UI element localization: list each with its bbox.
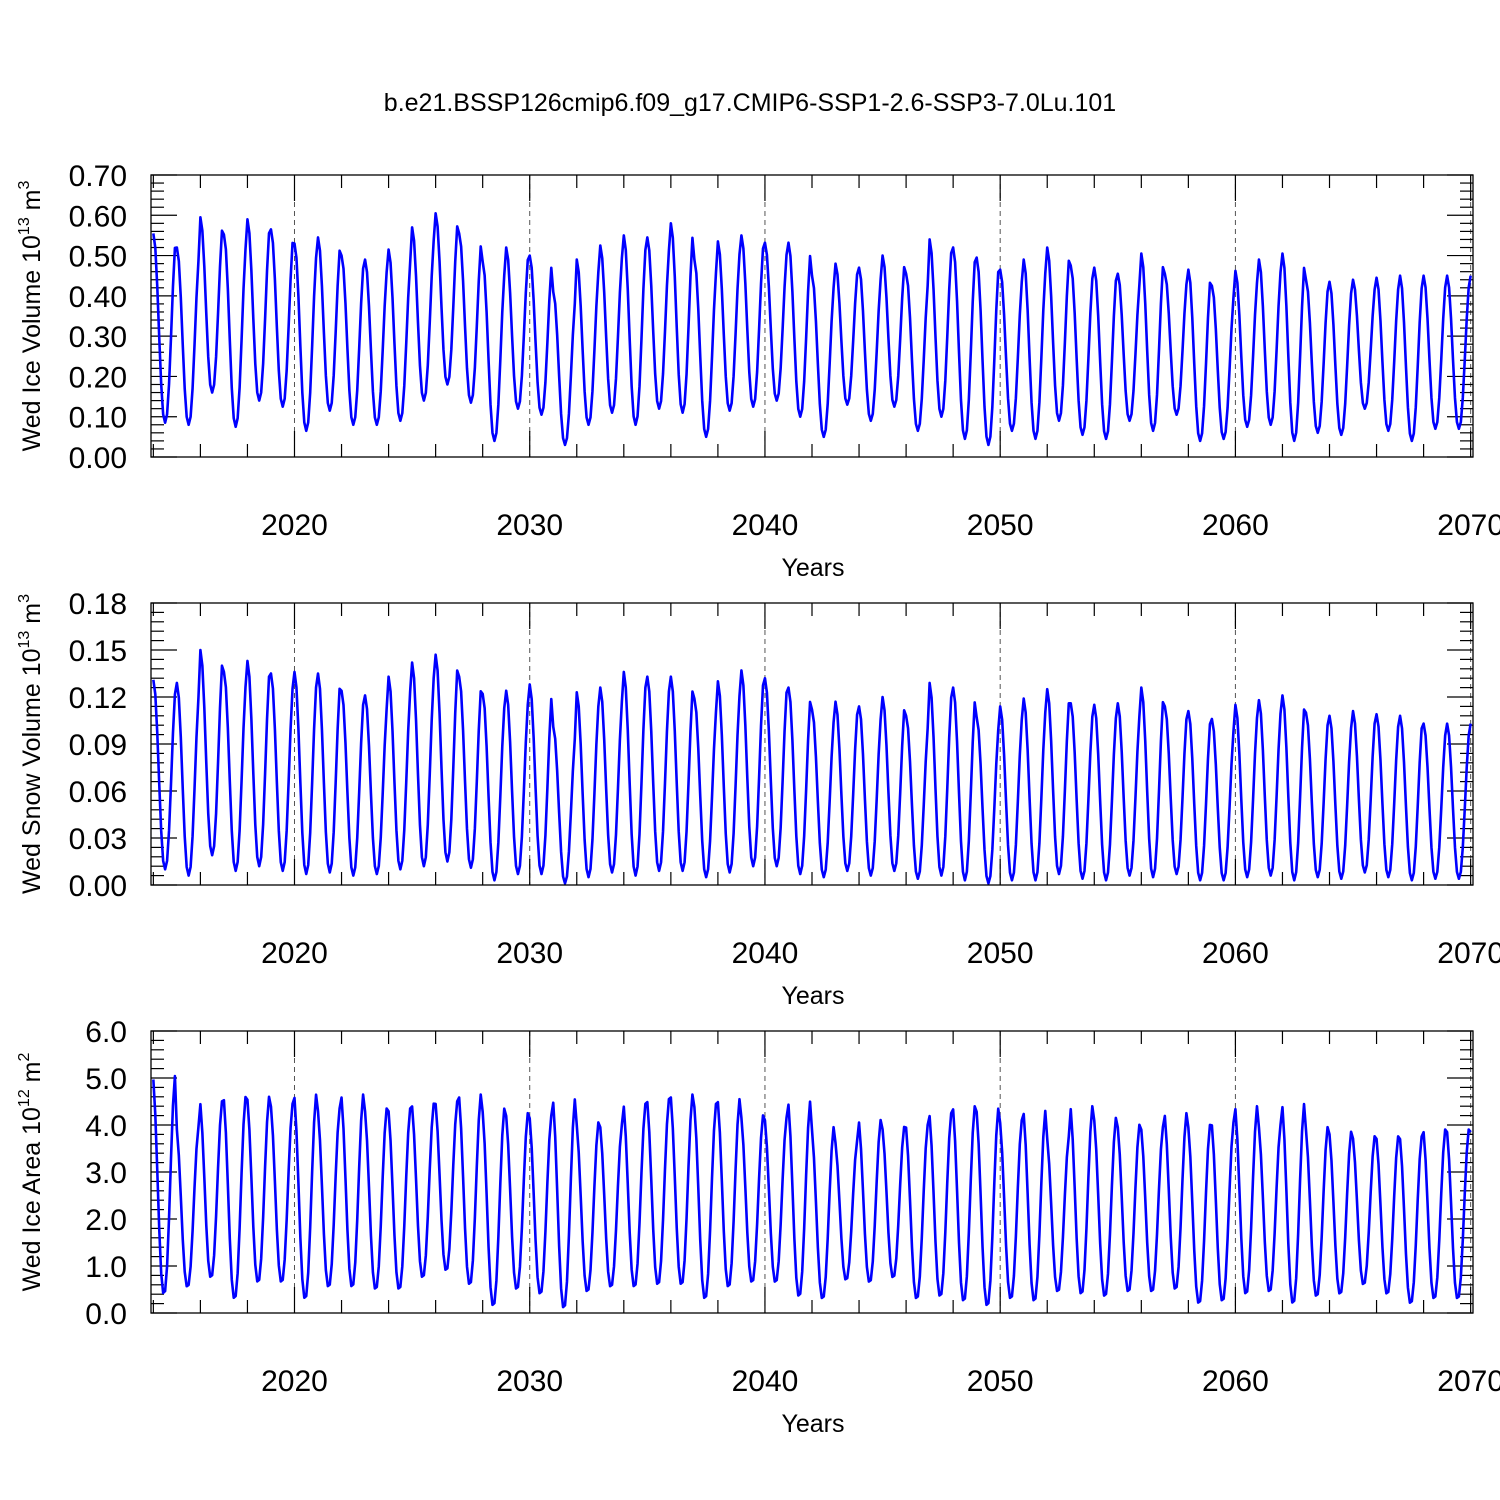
- x-axis-label: Years: [781, 982, 844, 1010]
- y-tick-label-0.06: 0.06: [69, 776, 127, 809]
- y-tick-label-3.0: 3.0: [85, 1157, 127, 1190]
- y-tick-label-5.0: 5.0: [85, 1063, 127, 1096]
- y-tick-label-0.50: 0.50: [69, 241, 127, 274]
- x-tick-label-2070: 2070: [1437, 1365, 1500, 1398]
- x-tick-label-2040: 2040: [732, 509, 799, 542]
- x-tick-label-2060: 2060: [1202, 509, 1269, 542]
- x-tick-label-2050: 2050: [967, 1365, 1034, 1398]
- x-tick-label-2070: 2070: [1437, 937, 1500, 970]
- x-tick-label-2020: 2020: [261, 937, 328, 970]
- y-tick-label-1.0: 1.0: [85, 1251, 127, 1284]
- panel-wed-snow-volume: 0.00 0.03 0.06 0.09 0.12 0.15 0.18 2020 2030 2040…: [16, 588, 1500, 1010]
- y-tick-label-0.40: 0.40: [69, 281, 127, 314]
- y-axis-label: Wed Ice Area 1012 m2: [16, 1052, 46, 1291]
- y-tick-label-0.09: 0.09: [69, 729, 127, 762]
- x-tick-label-2040: 2040: [732, 1365, 799, 1398]
- y-tick-label-0.0: 0.0: [85, 1298, 127, 1331]
- x-tick-label-2060: 2060: [1202, 1365, 1269, 1398]
- y-tick-label-0.12: 0.12: [69, 682, 127, 715]
- x-axis-label: Years: [781, 1410, 844, 1438]
- y-axis-label: Wed Ice Volume 1013 m3: [16, 180, 46, 451]
- y-tick-label-0.18: 0.18: [69, 588, 127, 621]
- series-line-wed-ice-area: [152, 1074, 1472, 1309]
- panel-wed-ice-volume: 0.00 0.10 0.20 0.30 0.40 0.50 0.60 0.70 2020 2030…: [16, 160, 1500, 582]
- y-tick-label-6.0: 6.0: [85, 1016, 127, 1049]
- x-tick-label-2030: 2030: [496, 1365, 563, 1398]
- x-tick-label-2020: 2020: [261, 509, 328, 542]
- y-tick-label-0.15: 0.15: [69, 635, 127, 668]
- plot-frame: [150, 174, 1474, 458]
- plot-frame: [150, 1030, 1474, 1314]
- x-axis-label: Years: [781, 554, 844, 582]
- x-tick-label-2030: 2030: [496, 509, 563, 542]
- y-tick-label-0.10: 0.10: [69, 402, 127, 435]
- x-tick-label-2030: 2030: [496, 937, 563, 970]
- y-axis-label: Wed Snow Volume 1013 m3: [16, 594, 46, 894]
- y-tick-label-0.00: 0.00: [69, 870, 127, 903]
- y-tick-label-0.03: 0.03: [69, 823, 127, 856]
- y-tick-label-4.0: 4.0: [85, 1110, 127, 1143]
- y-tick-label-2.0: 2.0: [85, 1204, 127, 1237]
- plot-frame: [150, 602, 1474, 886]
- x-tick-label-2060: 2060: [1202, 937, 1269, 970]
- figure-title: b.e21.BSSP126cmip6.f09_g17.CMIP6-SSP1-2.…: [384, 89, 1116, 117]
- x-tick-label-2070: 2070: [1437, 509, 1500, 542]
- y-tick-label-0.60: 0.60: [69, 200, 127, 233]
- x-tick-label-2050: 2050: [967, 937, 1034, 970]
- panel-wed-ice-area: 0.0 1.0 2.0 3.0 4.0 5.0 6.0 2020 2030 2040 2050 206…: [16, 1016, 1500, 1438]
- x-tick-label-2050: 2050: [967, 509, 1034, 542]
- panels: 0.00 0.10 0.20 0.30 0.40 0.50 0.60 0.70 2020 2030…: [16, 160, 1500, 1438]
- x-tick-label-2020: 2020: [261, 1365, 328, 1398]
- y-tick-label-0.30: 0.30: [69, 321, 127, 354]
- x-tick-label-2040: 2040: [732, 937, 799, 970]
- series-line-wed-ice-volume: [152, 211, 1472, 447]
- y-tick-label-0.00: 0.00: [69, 442, 127, 475]
- series-line-wed-snow-volume: [152, 648, 1472, 885]
- y-tick-label-0.20: 0.20: [69, 361, 127, 394]
- y-tick-label-0.70: 0.70: [69, 160, 127, 193]
